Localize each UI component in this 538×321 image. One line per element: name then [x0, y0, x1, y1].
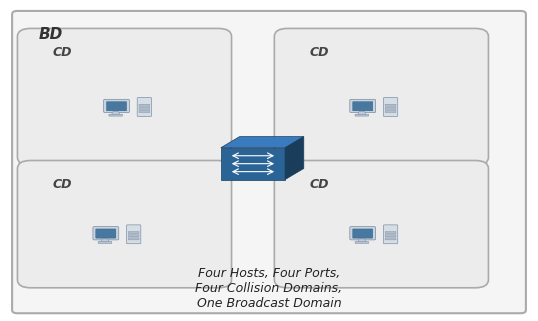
- Text: CD: CD: [52, 46, 72, 59]
- FancyBboxPatch shape: [385, 110, 396, 113]
- FancyBboxPatch shape: [128, 231, 139, 234]
- Polygon shape: [358, 239, 366, 242]
- FancyBboxPatch shape: [17, 29, 231, 165]
- Polygon shape: [285, 137, 304, 179]
- FancyBboxPatch shape: [126, 225, 141, 244]
- FancyBboxPatch shape: [385, 235, 396, 237]
- Text: CD: CD: [52, 178, 72, 191]
- FancyBboxPatch shape: [384, 225, 398, 244]
- FancyBboxPatch shape: [98, 241, 112, 243]
- FancyBboxPatch shape: [139, 108, 150, 109]
- Polygon shape: [358, 112, 366, 115]
- FancyBboxPatch shape: [137, 98, 152, 117]
- Text: CD: CD: [309, 46, 329, 59]
- Text: BD: BD: [39, 27, 63, 42]
- FancyBboxPatch shape: [385, 108, 396, 109]
- FancyBboxPatch shape: [128, 238, 139, 240]
- FancyBboxPatch shape: [96, 229, 116, 238]
- FancyBboxPatch shape: [355, 114, 369, 116]
- Polygon shape: [101, 239, 109, 242]
- FancyBboxPatch shape: [128, 235, 139, 237]
- Polygon shape: [221, 148, 285, 179]
- FancyBboxPatch shape: [109, 114, 123, 116]
- FancyBboxPatch shape: [139, 104, 150, 106]
- FancyBboxPatch shape: [139, 110, 150, 113]
- FancyBboxPatch shape: [350, 99, 376, 113]
- FancyBboxPatch shape: [353, 229, 373, 238]
- FancyBboxPatch shape: [384, 98, 398, 117]
- FancyBboxPatch shape: [17, 160, 231, 288]
- FancyBboxPatch shape: [107, 102, 126, 111]
- FancyBboxPatch shape: [385, 238, 396, 240]
- FancyBboxPatch shape: [353, 102, 373, 111]
- FancyBboxPatch shape: [350, 227, 376, 240]
- FancyBboxPatch shape: [355, 241, 369, 243]
- Polygon shape: [111, 112, 120, 115]
- Polygon shape: [221, 137, 304, 148]
- Text: Four Hosts, Four Ports,
Four Collision Domains,
One Broadcast Domain: Four Hosts, Four Ports, Four Collision D…: [195, 267, 343, 310]
- FancyBboxPatch shape: [385, 231, 396, 234]
- FancyBboxPatch shape: [93, 227, 119, 240]
- FancyBboxPatch shape: [274, 160, 489, 288]
- FancyBboxPatch shape: [12, 11, 526, 313]
- FancyBboxPatch shape: [104, 99, 130, 113]
- FancyBboxPatch shape: [385, 104, 396, 106]
- Text: CD: CD: [309, 178, 329, 191]
- FancyBboxPatch shape: [274, 29, 489, 165]
